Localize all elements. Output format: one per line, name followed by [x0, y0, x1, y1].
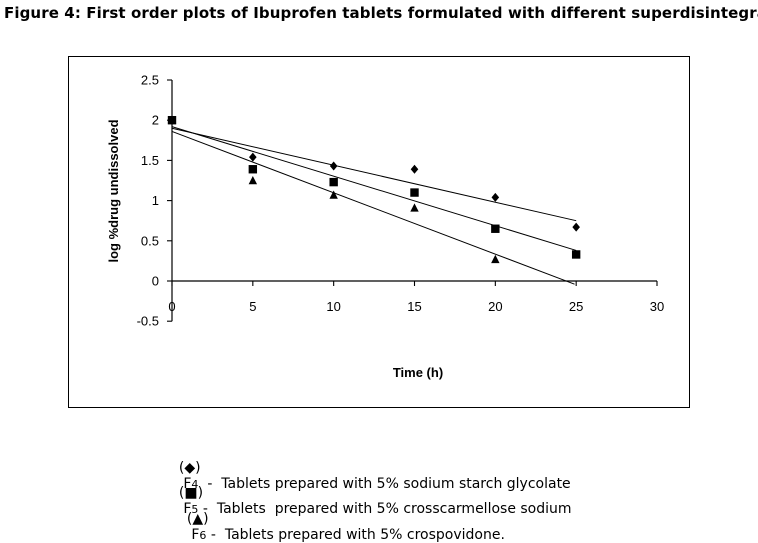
diamond-marker: [249, 152, 257, 162]
figure-title: Figure 4: First order plots of Ibuprofen…: [4, 4, 758, 22]
legend-symbol: (◆): [178, 460, 201, 476]
legend-separator: -: [198, 476, 222, 492]
square-marker: [329, 177, 338, 187]
triangle-marker: [410, 203, 419, 212]
legend-text: Tablets prepared with 5% sodium starch g…: [221, 476, 571, 492]
y-tick-label: 2: [152, 113, 159, 128]
legend-symbol: (■): [178, 485, 204, 501]
triangle-marker: [491, 254, 500, 264]
legend-text: Tablets prepared with 5% crosscarmellose…: [216, 501, 572, 517]
x-tick-label: 20: [488, 299, 502, 314]
legend-separator: -: [206, 527, 225, 543]
diamond-marker: [329, 161, 338, 171]
square-marker: [248, 165, 258, 174]
trendline-diamond: [171, 127, 577, 222]
y-tick-label: 2.5: [141, 73, 159, 88]
legend-code: F5: [183, 501, 199, 517]
trendline-triangle: [171, 130, 575, 285]
x-axis-title: Time (h): [393, 365, 443, 380]
x-tick-label: 10: [326, 299, 340, 314]
diamond-marker: [491, 192, 500, 202]
square-marker: [571, 250, 581, 259]
x-tick-label: 30: [650, 299, 664, 314]
legend-item-f5: (■) F5 - Tablets prepared with 5% crossc…: [170, 469, 572, 517]
legend-code: F6: [191, 527, 207, 543]
diamond-marker: [572, 222, 580, 232]
y-tick-label: 0.5: [141, 233, 159, 248]
trendline-square: [171, 126, 577, 251]
legend-text: Tablets prepared with 5% crospovidone.: [224, 527, 505, 543]
x-tick-label: 15: [407, 299, 421, 314]
y-tick-label: 1.5: [141, 153, 159, 168]
legend-code: F4: [183, 476, 199, 492]
legend-item-f4: (◆) F4 - Tablets prepared with 5% sodium…: [170, 444, 571, 492]
y-tick-label: -0.5: [137, 314, 159, 329]
legend-symbol: (▲): [186, 511, 209, 527]
triangle-marker: [167, 115, 177, 124]
x-tick-label: 0: [168, 299, 175, 314]
legend-separator: -: [198, 501, 217, 517]
y-axis-title: log %drug undissolved: [106, 119, 121, 262]
square-marker: [410, 188, 419, 197]
triangle-marker: [248, 176, 258, 185]
first-order-plot: -0.5 0 0.5 1 1.5 2 2.5 0 5 10 15 20 25 30 Time (h) log …: [106, 73, 664, 381]
triangle-marker: [329, 190, 338, 199]
x-tick-label: 5: [249, 299, 256, 314]
diamond-marker: [410, 164, 419, 174]
y-tick-label: 0: [152, 274, 159, 289]
legend-item-f6: (▲) F6 - Tablets prepared with 5% crospo…: [178, 495, 505, 543]
square-marker: [491, 224, 500, 233]
y-tick-label: 1: [152, 193, 159, 208]
x-tick-label: 25: [569, 299, 583, 314]
chart-frame: [68, 56, 690, 408]
